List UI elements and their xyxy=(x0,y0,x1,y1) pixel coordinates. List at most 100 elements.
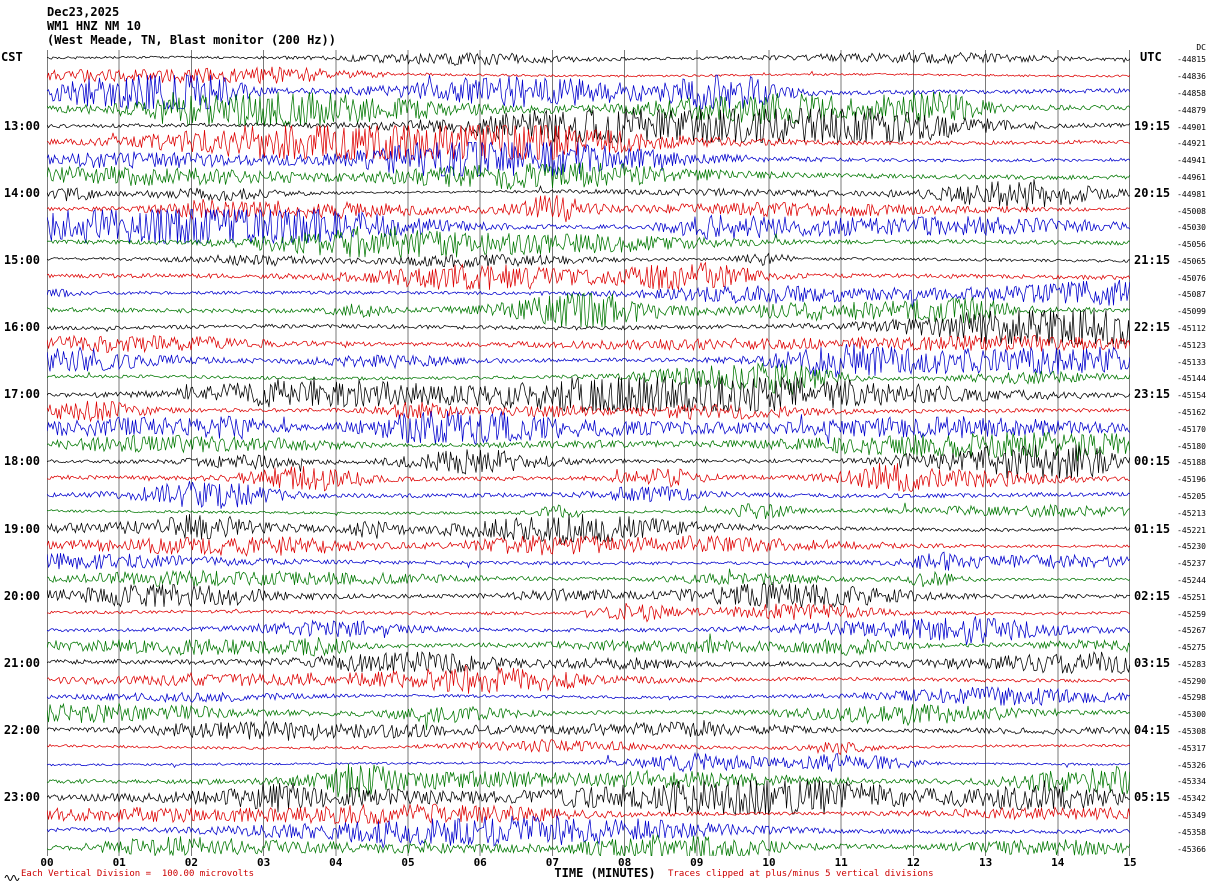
x-tick-label: 09 xyxy=(690,856,704,869)
trace-row-19 xyxy=(47,362,1130,396)
dc-offset-value: -45259 xyxy=(1177,609,1206,619)
trace-row-43 xyxy=(47,763,1130,798)
x-tick-label: 15 xyxy=(1123,856,1137,869)
cst-hour-label: 17:00 xyxy=(3,387,40,402)
cst-hour-labels: 13:00 14:00 15:00 16:00 17:00 18:00 19:00 20:00… xyxy=(0,50,43,856)
trace-row-41 xyxy=(47,738,1130,756)
dc-offset-value: -45221 xyxy=(1177,525,1206,535)
dc-offset-value: -45290 xyxy=(1177,676,1206,686)
dc-offset-value: -45030 xyxy=(1177,223,1206,233)
dc-offset-value: -45133 xyxy=(1177,357,1206,367)
dc-offset-value: -45123 xyxy=(1177,340,1206,350)
trace-row-16 xyxy=(47,309,1130,345)
dc-offset-value: -45349 xyxy=(1177,811,1206,821)
trace-row-15 xyxy=(47,292,1130,329)
x-tick-label: 02 xyxy=(184,856,199,869)
trace-row-0 xyxy=(47,51,1130,66)
dc-offset-value: -45283 xyxy=(1177,659,1206,669)
station-description: (West Meade, TN, Blast monitor (200 Hz)) xyxy=(47,33,336,47)
x-tick-label: 05 xyxy=(401,856,415,869)
trace-row-42 xyxy=(47,752,1130,773)
seismogram-plot xyxy=(47,50,1130,856)
x-axis-ticks: 00 01 02 03 04 05 06 07 08 09 10 11 12 13 14 15 xyxy=(40,856,1136,869)
trace-row-44 xyxy=(47,780,1130,815)
dc-offset-value: -45056 xyxy=(1177,240,1206,250)
dc-offset-value: -44836 xyxy=(1177,72,1206,82)
trace-row-30 xyxy=(47,551,1130,571)
utc-hour-label: 03:15 xyxy=(1134,655,1171,670)
trace-row-7 xyxy=(47,162,1130,191)
dc-offset-value: -45275 xyxy=(1177,643,1206,653)
cst-hour-label: 14:00 xyxy=(3,185,40,200)
dc-offset-value: -45213 xyxy=(1177,508,1206,518)
trace-row-5 xyxy=(47,124,1130,161)
dc-offset-value: -44901 xyxy=(1177,122,1206,132)
dc-offset-value: -45326 xyxy=(1177,760,1206,770)
scale-note: Each Vertical Division = 100.00 microvol… xyxy=(21,869,254,879)
trace-row-1 xyxy=(47,66,1130,85)
x-tick-label: 13 xyxy=(978,856,993,869)
dc-offset-value: -44921 xyxy=(1177,139,1206,149)
utc-hour-label: 00:15 xyxy=(1134,454,1171,469)
cst-hour-label: 13:00 xyxy=(3,118,40,133)
dc-offset-value: -44981 xyxy=(1177,189,1206,199)
trace-row-26 xyxy=(47,481,1130,509)
cst-hour-label: 19:00 xyxy=(3,521,40,536)
dc-offset-value: -45251 xyxy=(1177,592,1206,602)
cst-axis-header: CST xyxy=(1,50,23,64)
x-tick-label: 14 xyxy=(1051,856,1065,869)
cst-hour-label: 23:00 xyxy=(3,790,40,805)
dc-offset-value: -45162 xyxy=(1177,408,1206,418)
dc-offset-value: -45112 xyxy=(1177,324,1206,334)
utc-hour-label: 21:15 xyxy=(1134,252,1171,267)
dc-offset-value: -45180 xyxy=(1177,441,1206,451)
trace-row-31 xyxy=(47,568,1130,588)
dc-offset-value: -45244 xyxy=(1177,575,1206,585)
dc-offset-value: -45300 xyxy=(1177,710,1206,720)
trace-row-36 xyxy=(47,651,1130,675)
trace-row-45 xyxy=(47,803,1130,825)
trace-row-29 xyxy=(47,534,1130,557)
station-title: WM1 HNZ NM 10 xyxy=(47,19,141,33)
trace-row-13 xyxy=(47,261,1130,291)
trace-row-21 xyxy=(47,400,1130,423)
dc-offset-value: -44961 xyxy=(1177,172,1206,182)
dc-offset-value: -45237 xyxy=(1177,559,1206,569)
clip-note: Traces clipped at plus/minus 5 vertical … xyxy=(668,869,934,879)
utc-axis-header: UTC xyxy=(1140,50,1162,64)
trace-row-11 xyxy=(47,226,1130,259)
trace-row-12 xyxy=(47,252,1130,268)
trace-row-28 xyxy=(47,513,1130,545)
dc-offset-value: -45366 xyxy=(1177,844,1206,854)
utc-hour-labels: 19:15 20:15 21:15 22:15 23:15 00:15 01:15 02:15… xyxy=(1134,50,1176,856)
dc-offset-value: -45205 xyxy=(1177,491,1206,501)
trace-row-6 xyxy=(47,141,1130,177)
trace-row-9 xyxy=(47,195,1130,223)
x-tick-label: 03 xyxy=(256,856,271,869)
dc-offset-value: -45298 xyxy=(1177,693,1206,703)
x-tick-label: 10 xyxy=(762,856,776,869)
trace-row-23 xyxy=(47,432,1130,462)
dc-column-header: DC xyxy=(1196,43,1206,52)
cst-hour-label: 22:00 xyxy=(3,723,40,738)
x-tick-label: 07 xyxy=(545,856,560,869)
dc-offset-values: -44815 -44836 -44858 -44879 -44901 -44921 -449… xyxy=(1158,50,1206,856)
trace-row-40 xyxy=(47,720,1130,742)
trace-row-37 xyxy=(47,664,1130,694)
trace-row-39 xyxy=(47,702,1130,731)
cst-hour-label: 15:00 xyxy=(3,252,40,267)
trace-row-8 xyxy=(47,179,1130,210)
x-tick-label: 04 xyxy=(329,856,343,869)
trace-row-25 xyxy=(47,462,1130,493)
utc-hour-label: 23:15 xyxy=(1134,387,1171,402)
x-tick-label: 06 xyxy=(473,856,487,869)
dc-offset-value: -45099 xyxy=(1177,307,1206,317)
trace-row-32 xyxy=(47,581,1130,609)
cst-hour-label: 20:00 xyxy=(3,588,40,603)
dc-offset-value: -45317 xyxy=(1177,743,1206,753)
x-tick-label: 08 xyxy=(617,856,632,869)
trace-row-14 xyxy=(47,279,1130,310)
trace-row-34 xyxy=(47,616,1130,645)
cst-hour-label: 21:00 xyxy=(3,655,40,670)
